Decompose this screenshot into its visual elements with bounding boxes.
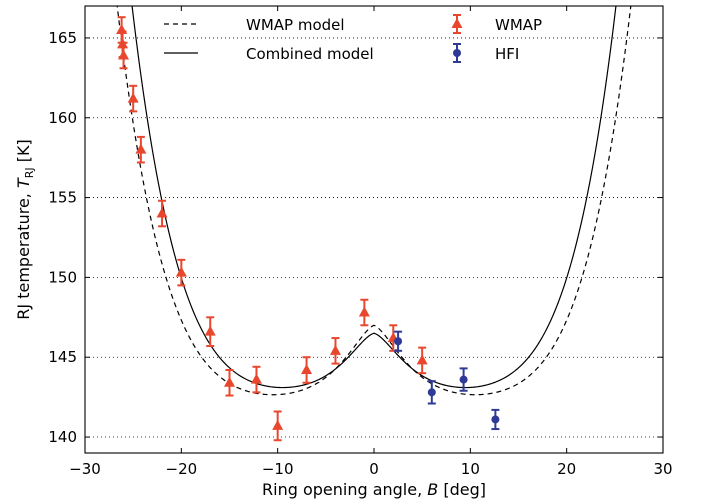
wmap-point xyxy=(135,135,147,164)
legend-item: HFI xyxy=(453,43,519,63)
legend-label: Combined model xyxy=(246,45,374,63)
triangle-marker xyxy=(118,49,130,60)
wmap-point xyxy=(156,199,168,228)
legend-triangle-marker xyxy=(451,18,463,28)
hfi-point xyxy=(394,330,403,352)
hfi-point xyxy=(427,380,436,405)
triangle-marker xyxy=(301,363,313,374)
wmap-point xyxy=(358,298,370,327)
wmap-point xyxy=(301,356,313,384)
triangle-marker xyxy=(224,376,235,387)
x-tick-label: 20 xyxy=(557,460,576,478)
triangle-marker xyxy=(250,373,262,384)
triangle-marker xyxy=(156,207,168,218)
wmap-point xyxy=(329,337,341,365)
triangle-marker xyxy=(358,306,370,317)
triangle-marker xyxy=(272,419,284,430)
circle-marker xyxy=(427,388,436,397)
y-tick-label: 160 xyxy=(48,109,77,127)
wmap-model-curve xyxy=(116,6,632,396)
wmap-point xyxy=(250,365,262,394)
legend-item: Combined model xyxy=(164,45,374,63)
y-tick-label: 145 xyxy=(48,348,77,366)
data-points xyxy=(116,16,500,442)
circle-marker xyxy=(459,375,468,384)
x-tick-label: 0 xyxy=(369,460,379,478)
x-tick-label: 10 xyxy=(461,460,480,478)
triangle-marker xyxy=(135,143,147,154)
y-tick-label: 140 xyxy=(48,428,77,446)
y-axis-label: RJ temperature, TRJ [K] xyxy=(14,139,36,319)
y-tick-label: 165 xyxy=(48,29,77,47)
circle-marker xyxy=(491,415,500,424)
plot-frame xyxy=(84,5,664,454)
grid-lines xyxy=(85,37,663,438)
triangle-marker xyxy=(204,325,216,336)
wmap-point xyxy=(224,368,235,397)
triangle-marker xyxy=(127,92,139,103)
triangle-marker xyxy=(329,344,341,355)
wmap-point xyxy=(118,41,130,70)
y-tick-label: 155 xyxy=(48,189,77,207)
triangle-marker xyxy=(416,354,428,365)
y-tick-label: 150 xyxy=(48,268,77,286)
wmap-point xyxy=(272,410,284,442)
x-axis-label: Ring opening angle, B [deg] xyxy=(262,480,486,499)
circle-marker xyxy=(394,337,403,346)
legend-circle-marker xyxy=(453,49,461,57)
wmap-point xyxy=(127,84,139,113)
legend-label: WMAP xyxy=(495,16,542,34)
x-tick-label: 30 xyxy=(653,460,672,478)
combined-model-curve xyxy=(131,6,617,389)
legend-label: WMAP model xyxy=(246,16,345,34)
legend-item: WMAP model xyxy=(164,16,345,34)
triangle-marker xyxy=(175,266,187,277)
legend-label: HFI xyxy=(495,45,519,63)
hfi-point xyxy=(459,367,468,392)
legend-item: WMAP xyxy=(451,14,542,34)
x-tick-label: −10 xyxy=(262,460,294,478)
hfi-point xyxy=(491,408,500,431)
axis-ticks: −30 −20 −10 0 10 20 30 140 145 150 155 160 165 xyxy=(48,6,673,478)
x-tick-label: −20 xyxy=(166,460,198,478)
wmap-point xyxy=(204,316,216,348)
wmap-point xyxy=(175,258,187,287)
legend: WMAP model Combined model WMAP HFI xyxy=(164,14,542,63)
x-tick-label: −30 xyxy=(69,460,101,478)
wmap-point xyxy=(416,346,428,375)
